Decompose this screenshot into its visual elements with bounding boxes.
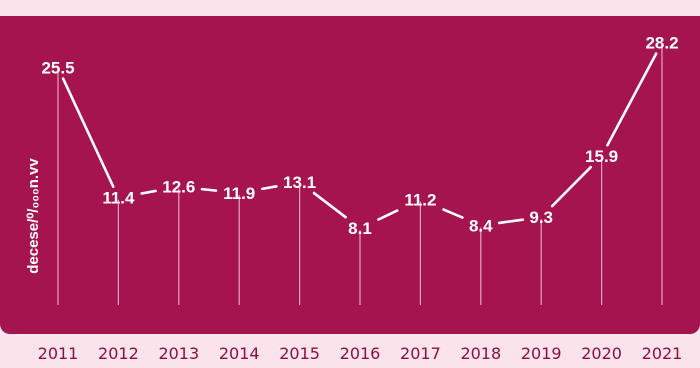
data-label-2020: 15.9 <box>585 147 618 166</box>
x-tick-label-2021: 2021 <box>642 344 683 363</box>
x-tick-label-2013: 2013 <box>158 344 199 363</box>
x-tick-label-2011: 2011 <box>38 344 79 363</box>
y-axis-label: decese/⁰/₀₀₀n.vv <box>25 158 42 274</box>
x-tick-label-2015: 2015 <box>279 344 320 363</box>
top-strip <box>0 0 700 16</box>
data-label-2011: 25.5 <box>41 59 74 78</box>
x-tick-label-2014: 2014 <box>219 344 260 363</box>
data-label-2014: 11.9 <box>223 184 255 203</box>
series-segment-2017-2018 <box>442 208 464 219</box>
data-label-2016: 8.1 <box>348 219 372 238</box>
data-label-2013: 12.6 <box>162 178 195 197</box>
series-segment-2013-2014 <box>200 187 218 192</box>
series-segment-2020-2021 <box>606 52 658 147</box>
data-label-2021: 28.2 <box>645 34 678 53</box>
series-segment-2014-2015 <box>261 184 278 191</box>
x-tick-label-2018: 2018 <box>460 344 501 363</box>
series-segment-2011-2012 <box>61 77 115 189</box>
data-label-2017: 11.2 <box>404 191 436 210</box>
data-label-2019: 9.3 <box>529 208 553 227</box>
x-tick-label-2016: 2016 <box>340 344 381 363</box>
series-segment-2012-2013 <box>140 189 157 195</box>
x-axis-band <box>0 334 700 368</box>
series-segment-2018-2019 <box>497 218 525 225</box>
data-label-2018: 8.4 <box>469 216 493 235</box>
data-label-2012: 11.4 <box>102 189 135 208</box>
data-label-2015: 13.1 <box>283 173 316 192</box>
x-tick-label-2020: 2020 <box>581 344 622 363</box>
series-segment-2019-2020 <box>550 165 592 208</box>
series-segment-2016-2017 <box>377 209 399 221</box>
x-tick-label-2019: 2019 <box>521 344 562 363</box>
series-segment-2015-2016 <box>312 191 347 219</box>
x-tick-label-2017: 2017 <box>400 344 441 363</box>
x-tick-label-2012: 2012 <box>98 344 139 363</box>
